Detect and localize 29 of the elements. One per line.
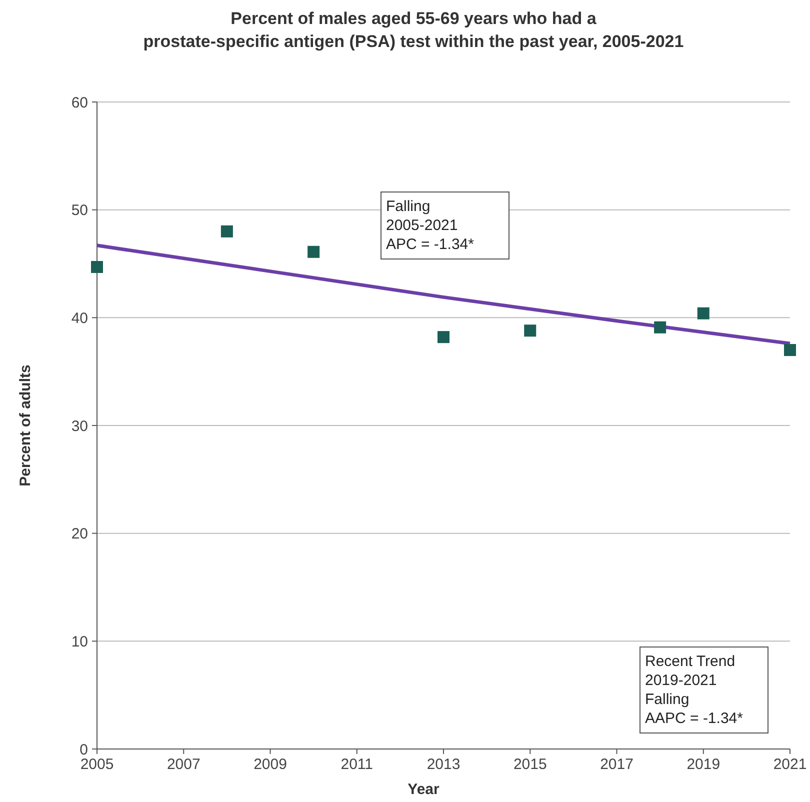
- x-tick-label: 2015: [513, 756, 547, 773]
- y-tick-label: 0: [80, 741, 88, 758]
- point: [308, 246, 320, 258]
- x-tick-label: 2009: [254, 756, 287, 773]
- x-tick-label: 2005: [80, 756, 114, 773]
- y-tick-label: 10: [71, 633, 88, 650]
- x-tick-label: 2017: [600, 756, 634, 773]
- y-tick-label: 50: [71, 202, 88, 220]
- x-tick-label: 2007: [166, 756, 200, 773]
- chart-title: Percent of males aged 55-69 years who had a prostate-specific antigen (PSA) test within the past year, 2005-2021: [143, 9, 684, 51]
- annotation: Recent Trend 2019-2021 Falling AAPC = -1.34*: [645, 653, 744, 727]
- x-tick-label: 2011: [340, 756, 374, 773]
- y-tick-label: 30: [71, 418, 88, 435]
- point: [784, 344, 796, 356]
- point: [91, 260, 103, 273]
- point: [654, 321, 666, 334]
- x-tick-label: 2019: [686, 756, 720, 773]
- y-tick-label: 20: [71, 526, 88, 543]
- y-axis-title: Percent of adults: [17, 364, 34, 486]
- point: [438, 331, 450, 344]
- point: [220, 225, 233, 238]
- x-tick-label: 2013: [426, 756, 460, 773]
- y-tick-label: 40: [71, 310, 88, 327]
- y-tick-label: 60: [71, 94, 88, 112]
- point: [697, 307, 710, 320]
- x-axis-title: Year: [408, 781, 440, 798]
- point: [524, 324, 536, 337]
- annotation: Falling 2005-2021 APC = -1.34*: [386, 198, 474, 253]
- x-tick-label: 2021: [773, 756, 807, 773]
